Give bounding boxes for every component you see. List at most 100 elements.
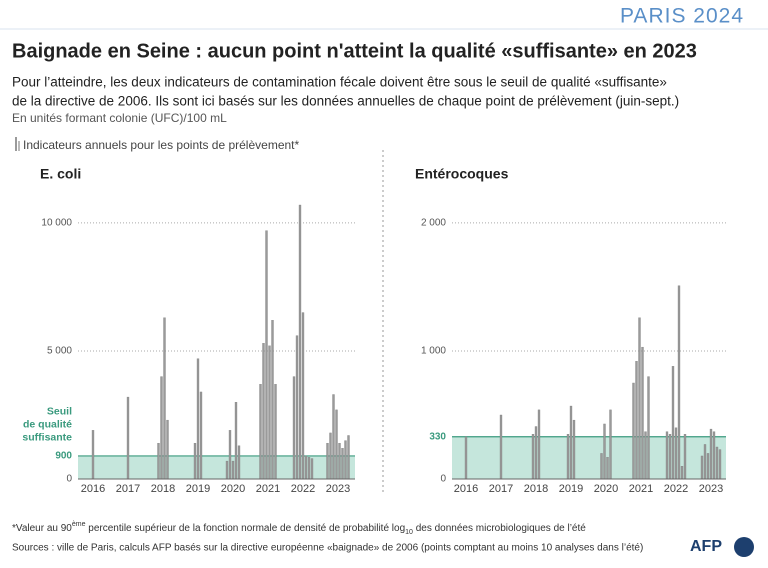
threshold-area [78,455,355,479]
bar [332,394,335,480]
bar [499,414,503,480]
x-tick-label: 2022 [664,483,688,495]
bar [268,345,271,480]
bar [326,442,329,480]
bar [635,361,638,480]
bar [335,409,338,480]
bar [262,343,265,480]
x-tick-label: 2018 [151,483,175,495]
x-tick-label: 2020 [594,483,618,495]
x-tick-label: 2021 [629,483,653,495]
bar [680,466,684,480]
bar [537,409,541,480]
bar [700,455,704,480]
bar [674,427,678,480]
bar [274,384,277,480]
bar [665,431,669,480]
bar [234,402,238,480]
bar [638,317,641,480]
bar [606,457,609,480]
subtitle-line: de la directive de 2006. Ils sont ici ba… [12,94,679,109]
y-tick-label: 0 [440,474,446,485]
y-tick-label: 5 000 [47,346,72,357]
threshold-area [452,436,726,479]
x-tick-label: 2019 [559,483,583,495]
logo: PARIS 2024 [620,5,744,28]
bar [344,440,347,480]
footnote: *Valeur au 90ème percentile supérieur de… [12,521,586,536]
sources: Sources : ville de Paris, calculs AFP ba… [12,543,643,554]
bar [603,423,606,480]
y-tick-label: 10 000 [41,218,72,229]
bar [647,376,650,480]
bar [712,431,716,480]
footnote-sub: 10 [405,529,413,536]
x-tick-label: 2020 [221,483,245,495]
bar [225,460,229,480]
legend-note: Indicateurs annuels pour les points de p… [23,138,300,152]
bar [671,366,675,480]
footnote-sup: ème [72,521,86,528]
x-tick-label: 2017 [116,483,140,495]
threshold-value: 900 [55,451,72,462]
units: En unités formant colonie (UFC)/100 mL [12,111,227,125]
bar [304,455,308,480]
bar [298,204,302,480]
x-tick-label: 2021 [256,483,280,495]
bar [677,285,681,480]
footnote-part: *Valeur au 90 [12,523,72,534]
legend-icon [15,137,17,151]
bar [341,448,344,480]
y-tick-label: 0 [66,474,72,485]
bar [91,430,95,480]
bar [199,391,203,480]
bar [259,384,262,480]
bar [163,317,166,480]
bar [641,346,644,480]
y-tick-label: 1 000 [421,346,446,357]
bar [292,376,296,480]
bar [464,436,468,480]
bar [632,382,635,480]
bar [715,446,719,480]
x-tick-label: 2017 [489,483,513,495]
bar [166,419,169,480]
x-tick-label: 2023 [326,483,350,495]
bar [531,434,535,480]
footnote-part: des données microbiologiques de l’été [413,523,586,534]
bar [231,460,235,480]
bar [295,335,299,480]
bar [196,358,200,480]
threshold-label: suffisante [22,432,72,444]
bar [310,458,314,480]
chart-title: Entérocoques [415,166,509,182]
bar [338,442,341,480]
bar [157,442,160,480]
bar [228,430,232,480]
bar [193,442,197,480]
subtitle-line: Pour l’atteindre, les deux indicateurs d… [12,75,667,90]
bar [347,435,350,480]
bar [668,434,672,480]
bar [329,432,332,480]
y-tick-label: 2 000 [421,218,446,229]
agency-logo: AFP [690,538,722,555]
bar [569,405,573,480]
bar [265,230,268,480]
bar [718,449,722,480]
x-tick-label: 2018 [524,483,548,495]
x-tick-label: 2019 [186,483,210,495]
x-tick-label: 2016 [454,483,478,495]
bar [609,409,612,480]
bar [566,434,570,480]
bar [572,419,576,480]
bar [301,312,305,480]
footnote-part: percentile supérieur de la fonction norm… [85,523,405,534]
agency-logo-mark [734,537,754,557]
x-tick-label: 2016 [81,483,105,495]
x-tick-label: 2022 [291,483,315,495]
bar [307,457,311,480]
bar [703,444,707,480]
legend-icon [18,141,20,151]
bar [160,376,163,480]
